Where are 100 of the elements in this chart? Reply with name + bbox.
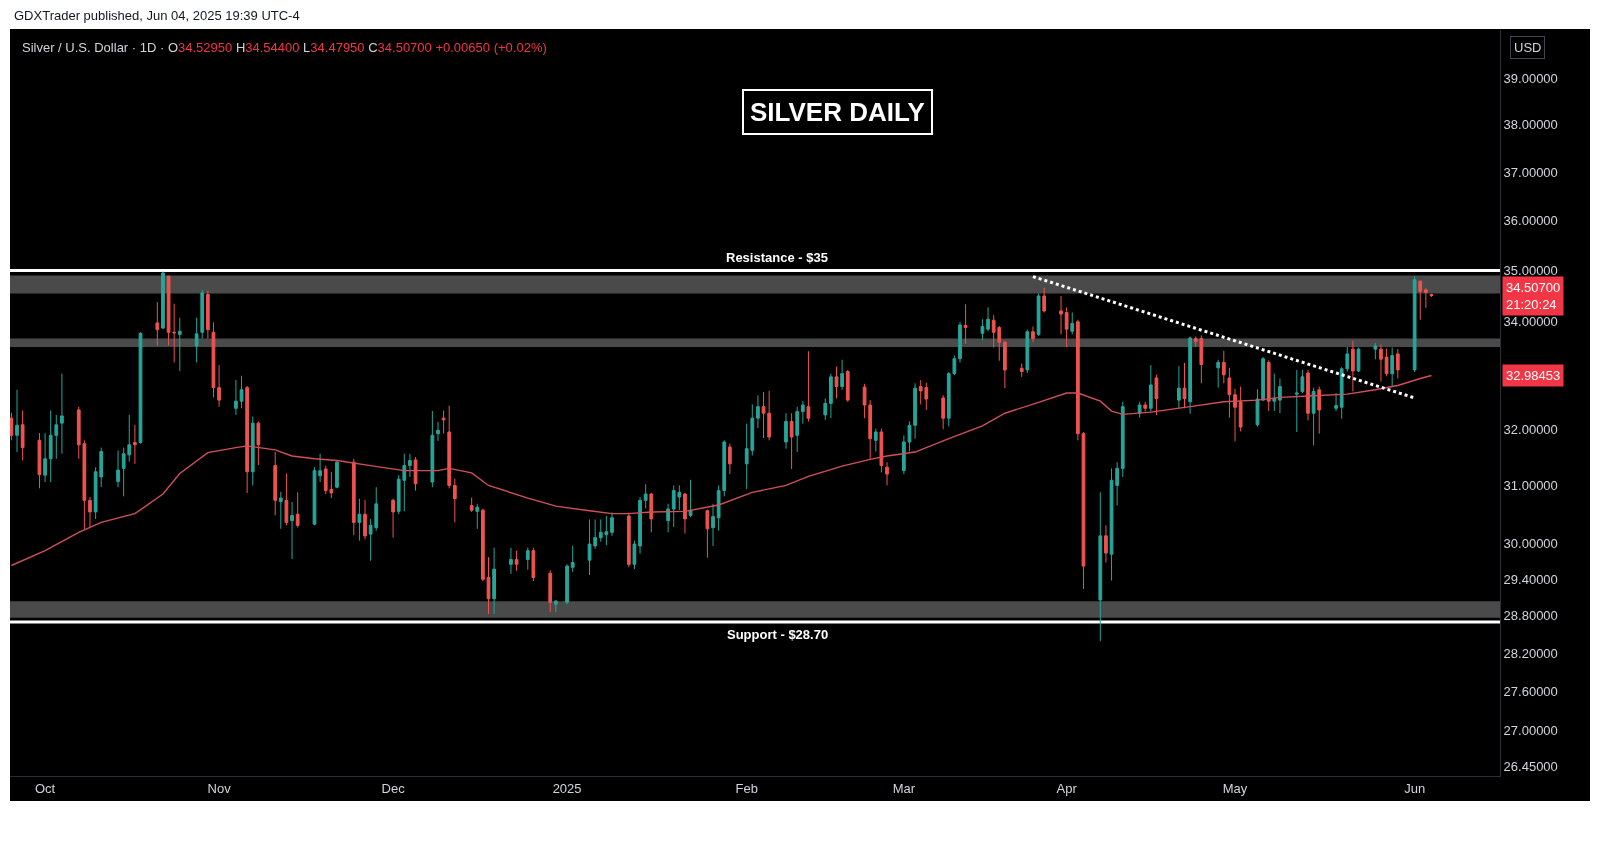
candlestick (1233, 388, 1237, 442)
candlestick (351, 458, 356, 536)
line-series (10, 374, 1433, 567)
candlestick (1070, 311, 1075, 335)
candlestick (1042, 287, 1047, 313)
candlestick (649, 492, 654, 533)
candlestick (986, 306, 990, 332)
candlestick (1221, 350, 1226, 384)
candlestick (1120, 401, 1125, 478)
y-tick-label: 38.00000 (1503, 117, 1558, 133)
candlestick (10, 412, 14, 441)
candlestick (705, 509, 710, 559)
candlestick (161, 271, 165, 330)
candlestick (391, 498, 395, 539)
candlestick (20, 410, 25, 461)
candlestick (1137, 401, 1142, 419)
y-tick-label: 32.00000 (1503, 421, 1558, 437)
candlestick (1334, 392, 1338, 412)
text: USD (1514, 40, 1542, 55)
candlestick (666, 503, 670, 533)
candlestick (610, 512, 614, 537)
y-tick-label: 36.00000 (1503, 213, 1558, 229)
candlestick (800, 400, 805, 425)
text: Silver / U.S. Dollar · 1D · O34.52950 H34.54400 L34.47950 C34.50700 +0.00650 (+0.02%) (22, 40, 547, 55)
y-tick-label: 28.80000 (1503, 608, 1558, 624)
candlestick (795, 406, 800, 453)
candlestick (509, 547, 513, 575)
candlestick (211, 321, 216, 398)
candlestick (789, 412, 794, 470)
candlestick (1177, 365, 1181, 409)
candlestick (1266, 359, 1271, 412)
candlestick (239, 375, 244, 409)
candlestick (1412, 275, 1417, 373)
candlestick (200, 289, 205, 340)
candlestick (363, 499, 367, 540)
candlestick (43, 432, 47, 483)
y-tick-label: 34.00000 (1503, 314, 1558, 330)
candlestick (1216, 359, 1221, 389)
candlestick (1294, 369, 1299, 433)
candlestick (879, 428, 884, 473)
candlestick (638, 496, 642, 555)
candlestick (829, 373, 833, 419)
candlestick (806, 350, 811, 422)
candlestick (643, 483, 648, 509)
candlestick (958, 321, 962, 363)
candlestick (626, 512, 631, 568)
x-tick-label: Mar (892, 780, 916, 796)
candlestick (1064, 306, 1069, 348)
text: GDXTrader published, Jun 04, 2025 19:39 UTC-4 (14, 8, 300, 23)
candlestick (1418, 280, 1423, 321)
candlestick (273, 451, 278, 516)
candlestick (873, 428, 878, 452)
candlestick (1104, 524, 1108, 564)
candlestick (570, 545, 575, 573)
candlestick (845, 369, 850, 403)
candlestick (278, 491, 283, 530)
candlestick (1019, 362, 1024, 378)
candlestick (436, 421, 440, 442)
candlestick (963, 303, 968, 345)
ref-line-label: Resistance - $35 (726, 250, 828, 265)
candlestick (1059, 295, 1063, 335)
candlestick (469, 496, 474, 513)
candlestick (1429, 293, 1434, 298)
candlestick (1148, 364, 1153, 413)
x-tick-label: May (1222, 780, 1248, 796)
text: 32.98453 (1506, 368, 1561, 383)
candlestick (834, 366, 839, 399)
candlestick (290, 501, 294, 560)
candlestick (941, 394, 946, 430)
candlestick (155, 301, 160, 346)
candlestick (15, 389, 19, 453)
candlestick (1031, 326, 1035, 343)
candlestick (553, 599, 558, 613)
candlestick (1238, 386, 1243, 432)
candlestick (1395, 348, 1400, 379)
y-tick-label: 26.45000 (1503, 759, 1558, 775)
candlestick (1227, 367, 1232, 419)
x-tick-label: Jun (1404, 780, 1426, 796)
candlestick (177, 317, 182, 372)
candlestick (1098, 491, 1103, 642)
candlestick (1390, 347, 1395, 388)
candlestick (88, 496, 92, 529)
candlestick (688, 479, 693, 518)
x-tick-label: Dec (381, 780, 406, 796)
x-tick-label: Oct (34, 780, 56, 796)
x-tick-label: Apr (1056, 780, 1078, 796)
candlestick (711, 503, 715, 547)
candlestick (840, 359, 844, 391)
y-tick-label: 37.00000 (1503, 164, 1558, 180)
candlestick (295, 491, 300, 529)
candlestick (60, 373, 64, 455)
candlestick (1025, 329, 1030, 374)
candlestick (256, 420, 261, 466)
y-tick-label: 35.00000 (1503, 263, 1558, 279)
candlestick (1379, 343, 1383, 383)
candlestick (217, 364, 221, 408)
candlestick (452, 478, 457, 523)
text: SILVER DAILY (750, 97, 925, 127)
candlestick (284, 472, 289, 526)
y-tick-label: 39.00000 (1503, 71, 1558, 87)
